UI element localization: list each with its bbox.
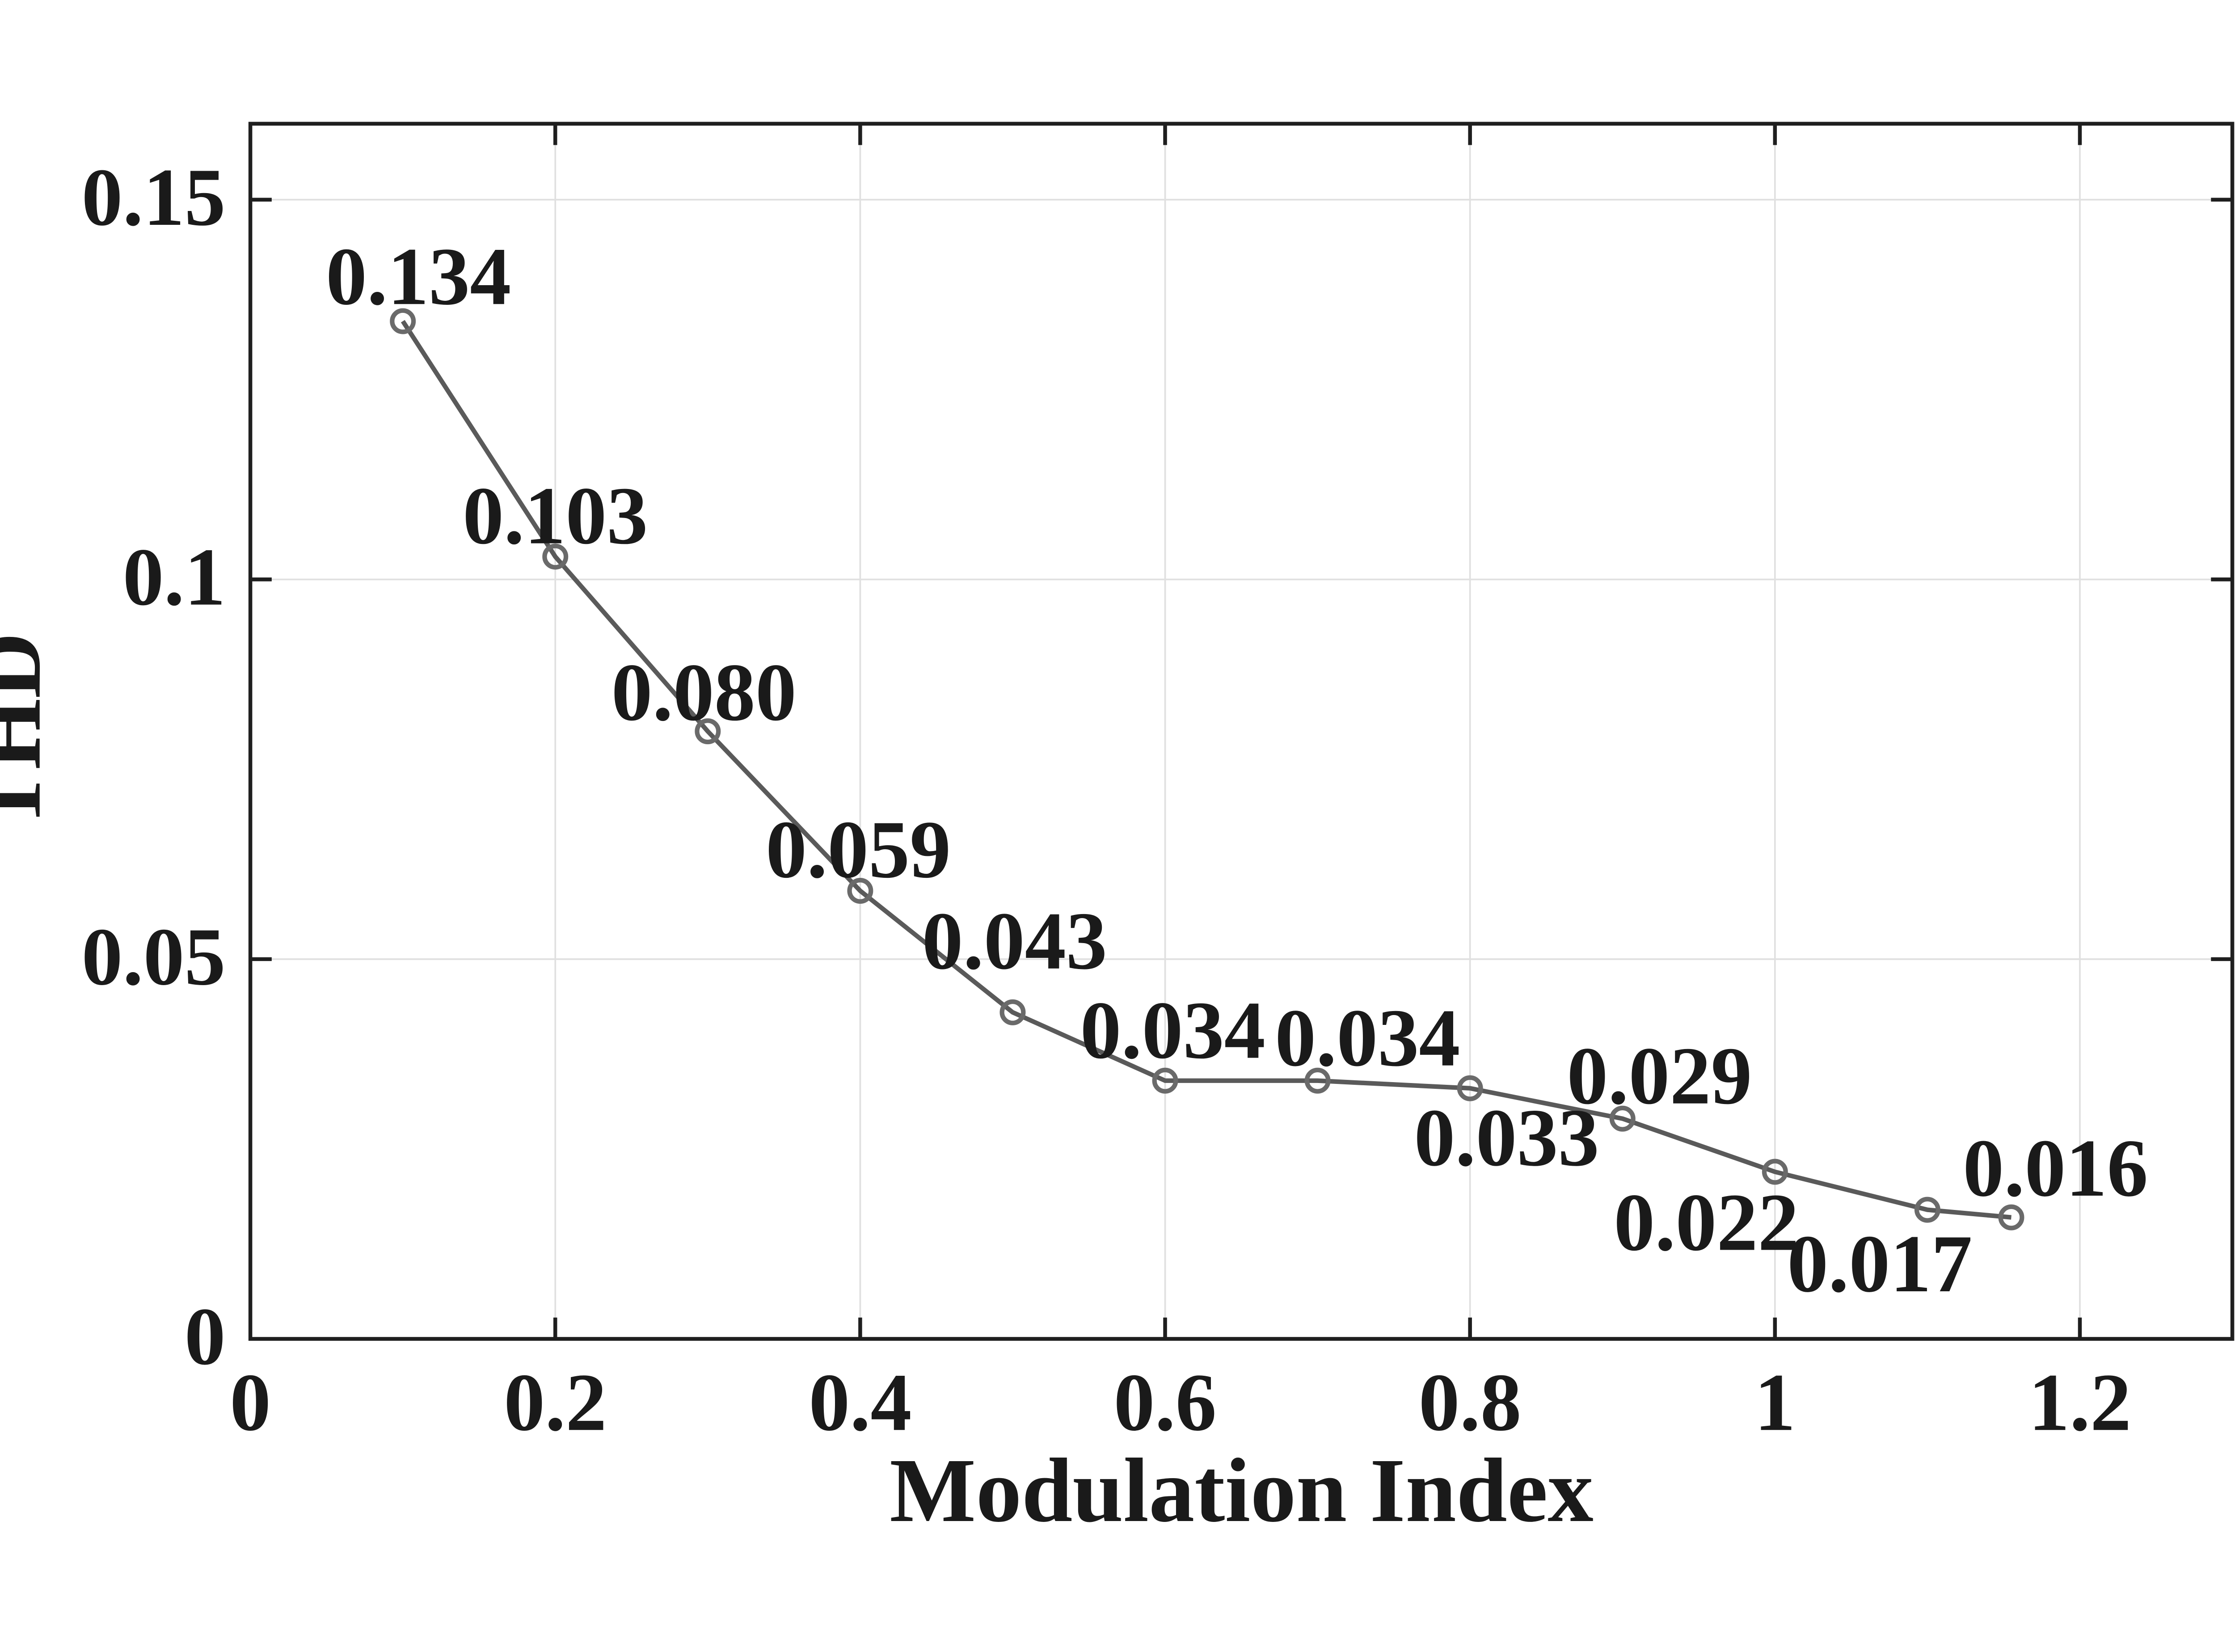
- series-line: [401, 320, 2012, 1220]
- data-point-marker: [847, 877, 873, 904]
- data-point-marker: [1304, 1067, 1331, 1094]
- x-tick-label: 0.8: [1419, 1357, 1522, 1448]
- data-point-label: 0.029: [1567, 1030, 1752, 1121]
- axes: [248, 122, 2235, 1341]
- data-point-label: 0.103: [463, 470, 648, 561]
- data-point-label: 0.034: [1275, 992, 1460, 1083]
- y-tick-label: 0.05: [81, 911, 225, 1002]
- series: [390, 308, 2024, 1231]
- y-tick-label: 0: [185, 1291, 226, 1382]
- data-point-label: 0.017: [1787, 1218, 1972, 1309]
- y-tick-label: 0.1: [123, 531, 226, 623]
- grid: [250, 123, 2233, 1339]
- data-point-marker: [999, 999, 1026, 1025]
- data-point-label: 0.043: [922, 895, 1107, 986]
- x-tick-label: 0.4: [809, 1357, 911, 1448]
- data-point-marker: [1609, 1105, 1636, 1132]
- data-point-label: 0.033: [1414, 1092, 1599, 1183]
- x-tick-label: 0.6: [1113, 1357, 1216, 1448]
- data-point-label: 0.134: [326, 231, 511, 322]
- x-axis-label: Modulation Index: [890, 1440, 1594, 1541]
- y-tick-label: 0.15: [81, 152, 225, 243]
- data-point-marker: [1914, 1197, 1940, 1223]
- data-point-marker: [1457, 1075, 1483, 1101]
- x-tick-label: 1.2: [2028, 1357, 2131, 1448]
- x-tick-label: 1: [1754, 1357, 1796, 1448]
- x-tick-label: 0: [230, 1357, 271, 1448]
- data-point-label: 0.080: [611, 647, 797, 738]
- x-tick-label: 0.2: [504, 1357, 607, 1448]
- y-axis-label: THD: [0, 632, 60, 830]
- data-point-label: 0.022: [1614, 1176, 1799, 1268]
- plot-box: [248, 122, 2235, 1341]
- data-point-marker: [542, 544, 569, 570]
- data-point-label: 0.059: [766, 804, 951, 895]
- data-point-marker: [390, 308, 416, 334]
- tick-labels: 0 0.2 0.4 0.6 0.8 1 1.2 0 0.05 0.1 0.15: [81, 152, 2131, 1448]
- data-point-label: 0.034: [1080, 985, 1265, 1076]
- data-point-marker: [695, 718, 721, 745]
- data-point-marker: [1152, 1067, 1178, 1094]
- data-point-marker: [1762, 1159, 1788, 1185]
- data-point-label: 0.016: [1963, 1122, 2148, 1214]
- data-point-marker: [1998, 1204, 2024, 1231]
